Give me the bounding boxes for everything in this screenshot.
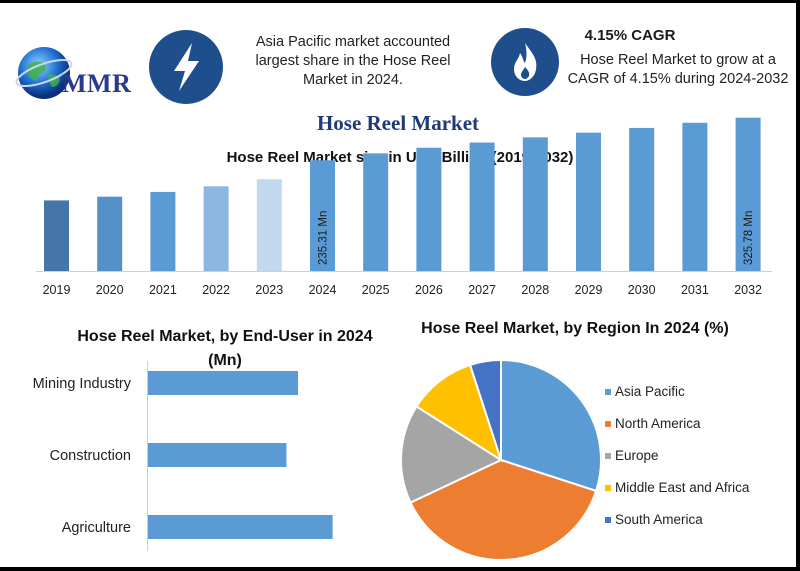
- globe-logo-icon: [15, 47, 73, 99]
- x-tick-label: 2022: [202, 283, 230, 297]
- bar-2029: [576, 132, 601, 271]
- legend-swatch: [605, 517, 611, 523]
- x-tick-label: 2024: [309, 283, 337, 297]
- x-tick-label: 2021: [149, 283, 177, 297]
- bar-2020: [97, 196, 123, 271]
- x-tick-label: 2028: [521, 283, 549, 297]
- bar-2031: [682, 122, 708, 271]
- pie-slice-north-america: [409, 458, 598, 561]
- bar-2025: [363, 153, 389, 271]
- bar-2023: [256, 179, 282, 271]
- legend-label: Europe: [615, 448, 659, 463]
- hbar-mining-industry: [148, 371, 298, 395]
- x-tick-label: 2020: [96, 283, 124, 297]
- bar-2019: [44, 200, 69, 271]
- enduser-chart-title: Hose Reel Market, by End-User in 2024 (M…: [77, 328, 373, 369]
- stat-asia-pacific-text: Asia Pacific market accounted largest sh…: [255, 34, 451, 88]
- flame-icon: [491, 28, 559, 96]
- region-pie-chart: Asia Pacific North America Europe Middle Ea…: [400, 358, 750, 561]
- cagr-title: 4.15% CAGR: [584, 27, 676, 44]
- legend-label: South America: [615, 512, 703, 527]
- x-tick-label: 2023: [255, 283, 283, 297]
- bar-2022: [203, 186, 229, 271]
- legend-label: Asia Pacific: [615, 384, 685, 399]
- cagr-text: Hose Reel Market to grow at a CAGR of 4.…: [567, 52, 789, 87]
- bar-2030: [629, 127, 655, 271]
- market-size-bar-chart: 2019 2020 2021 2022 2023 2024 235.31 Mn 2025 202…: [36, 117, 772, 297]
- pie-slice-middle-east-and-africa: [415, 363, 503, 463]
- hbar-construction: [148, 443, 287, 467]
- hbar-agriculture: [148, 515, 333, 539]
- data-label: 325.78 Mn: [743, 211, 755, 265]
- x-tick-label: 2025: [362, 283, 390, 297]
- x-tick-label: 2032: [734, 283, 762, 297]
- x-tick-label: 2031: [681, 283, 709, 297]
- x-tick-label: 2030: [628, 283, 656, 297]
- legend-swatch: [605, 389, 611, 395]
- region-chart-title: Hose Reel Market, by Region In 2024 (%): [421, 320, 729, 337]
- enduser-bar-chart: Mining Industry Construction Agriculture: [33, 361, 333, 551]
- bar-2024: [310, 160, 335, 271]
- x-tick-label: 2027: [468, 283, 496, 297]
- data-label: 235.31 Mn: [318, 211, 330, 265]
- legend-label: Middle East and Africa: [615, 480, 750, 495]
- x-tick-label: 2019: [43, 283, 71, 297]
- y-tick-label: Construction: [50, 448, 131, 464]
- lightning-icon: [149, 30, 223, 104]
- bar-2028: [522, 137, 548, 271]
- legend-swatch: [605, 421, 611, 427]
- legend-swatch: [605, 453, 611, 459]
- bar-2027: [469, 142, 495, 271]
- bar-2021: [150, 191, 176, 271]
- bar-2032: [735, 117, 761, 271]
- pie-slice-south-america: [468, 358, 502, 461]
- y-tick-label: Agriculture: [62, 520, 131, 536]
- legend-label: North America: [615, 416, 701, 431]
- pie-slice-asia-pacific: [500, 358, 602, 493]
- x-tick-label: 2026: [415, 283, 443, 297]
- page-title: Hose Reel Market: [316, 111, 480, 135]
- infographic: MMR Asia Pacific market accounted larges…: [0, 3, 796, 567]
- bar-2026: [416, 147, 442, 271]
- x-tick-label: 2029: [575, 283, 603, 297]
- logo-text: MMR: [62, 69, 132, 98]
- y-tick-label: Mining Industry: [33, 376, 132, 392]
- legend-swatch: [605, 485, 611, 491]
- pie-slice-europe: [400, 405, 504, 504]
